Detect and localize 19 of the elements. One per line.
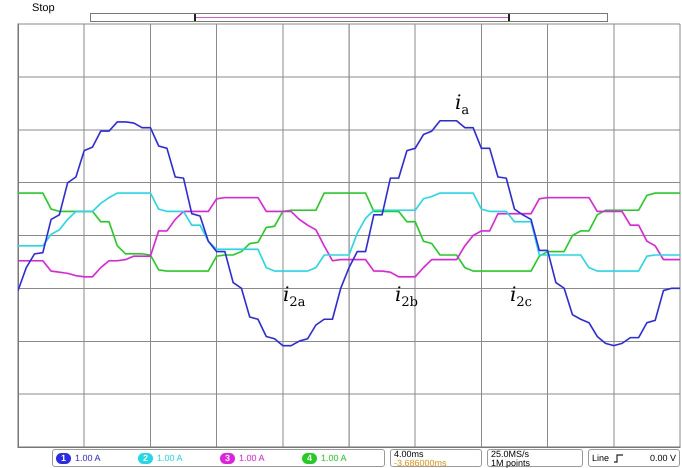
text: 1M points <box>491 458 532 468</box>
series-label: i$_{a}$ <box>455 90 470 118</box>
text: 0.00 V <box>650 452 676 462</box>
text: -3.686000ms <box>394 458 448 468</box>
text: Stop <box>32 2 55 14</box>
text: 1.00 A <box>321 452 347 462</box>
series-label: i$_{2c}$ <box>510 282 532 310</box>
text: 1.00 A <box>157 452 183 462</box>
text: 3 <box>220 452 236 464</box>
text: 1 <box>56 452 72 464</box>
text: 4.00ms <box>394 449 425 459</box>
series-label: i$_{2a}$ <box>283 282 306 310</box>
text: 1.00 A <box>75 452 101 462</box>
text: 4 <box>302 452 318 464</box>
text: Line <box>592 452 610 462</box>
text: 1.00 A <box>239 452 265 462</box>
text: 2 <box>138 452 154 464</box>
text: 25.0MS/s <box>491 449 530 459</box>
series-label: i$_{2b}$ <box>395 282 418 310</box>
